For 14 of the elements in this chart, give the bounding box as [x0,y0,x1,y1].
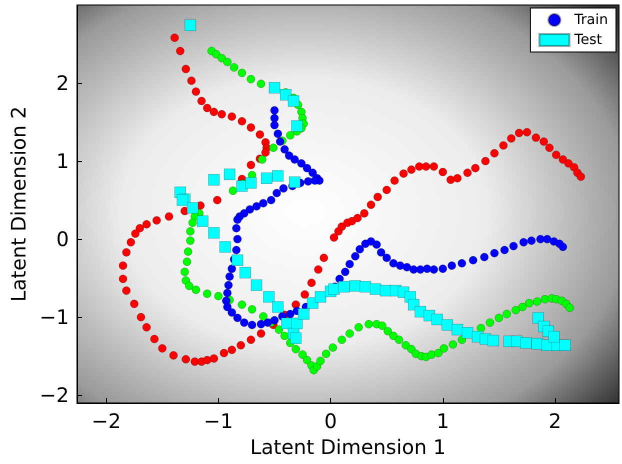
x-axis-title: Latent Dimension 1 [250,435,446,459]
y-tick-label: −2 [40,383,69,408]
legend-label: Train [573,12,608,28]
x-tick-label: 2 [548,409,562,433]
y-tick-label: 1 [56,149,69,174]
y-tick-label: 2 [56,71,69,96]
y-tick-label: −1 [40,305,69,330]
x-tick-label: 0 [324,409,337,433]
x-tick-label: 1 [436,409,450,433]
x-tick-label: −2 [91,409,121,433]
y-axis-title: Latent Dimension 2 [6,106,31,302]
legend-label: Test [573,32,602,48]
x-tick-label: −1 [204,409,234,433]
y-tick-label: 0 [56,227,69,252]
